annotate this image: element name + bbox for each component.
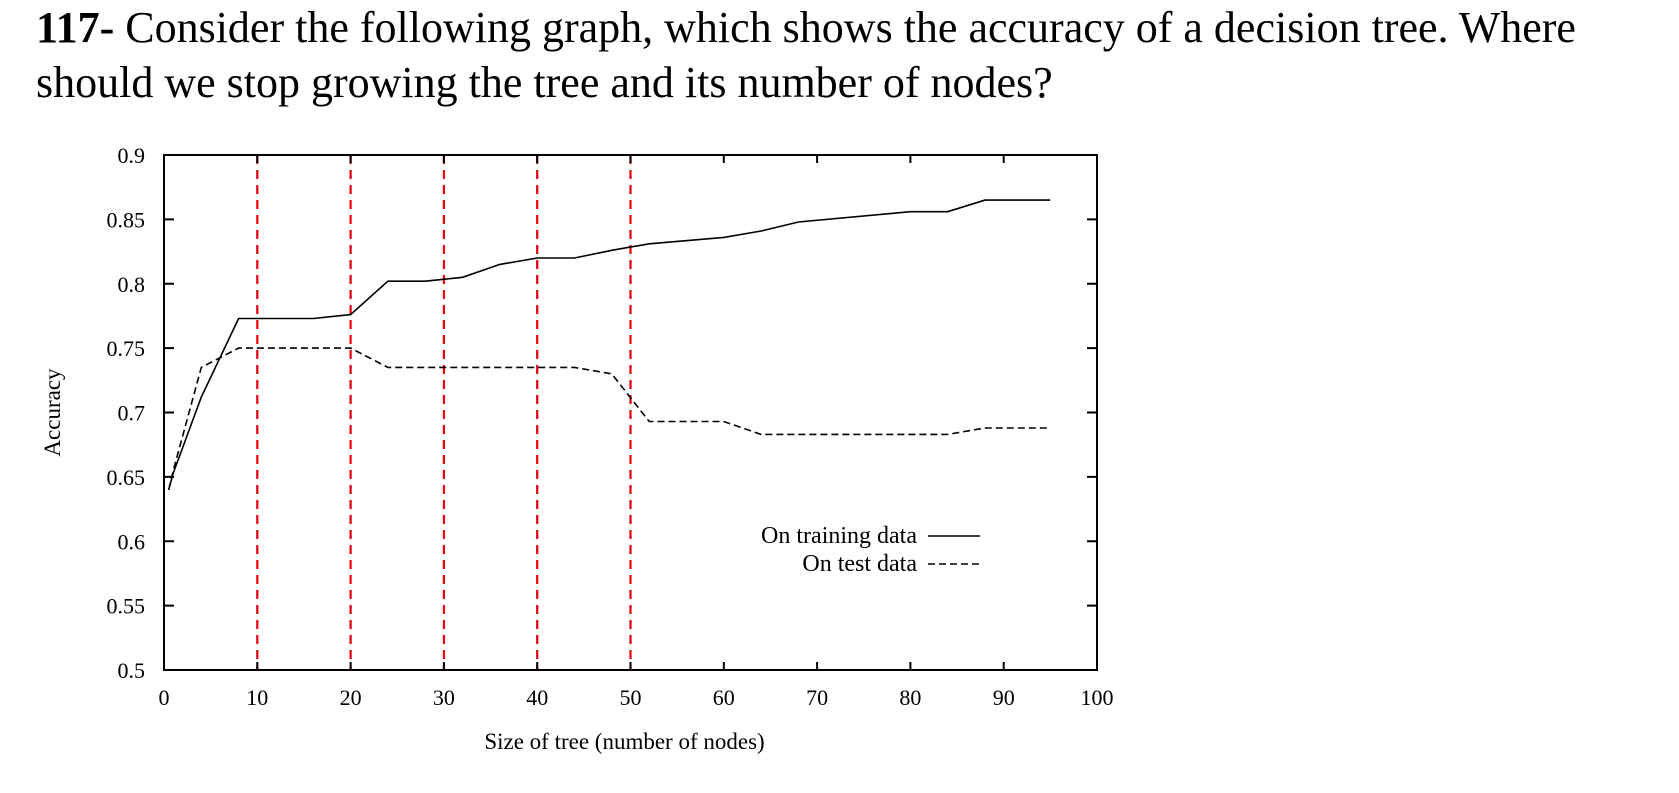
- x-tick-label: 20: [340, 685, 362, 710]
- y-tick-label: 0.6: [118, 529, 146, 554]
- y-tick-label: 0.75: [107, 336, 146, 361]
- question-number: 117-: [36, 3, 115, 52]
- ticks-layer: [163, 154, 1098, 671]
- y-tick-label: 0.8: [118, 272, 146, 297]
- series-line-test: [167, 347, 1051, 490]
- reference-lines: [256, 155, 632, 670]
- question-text: 117- Consider the following graph, which…: [36, 0, 1656, 110]
- series-line-training: [167, 199, 1051, 491]
- x-tick-label: 60: [713, 685, 735, 710]
- y-axis-label: Accuracy: [40, 368, 65, 457]
- y-tick-label: 0.7: [118, 401, 146, 426]
- x-tick-label: 50: [620, 685, 642, 710]
- y-tick-label: 0.65: [107, 465, 146, 490]
- x-tick-label: 0: [159, 685, 170, 710]
- series-layer: [167, 199, 1051, 491]
- y-tick-label: 0.55: [107, 594, 146, 619]
- x-tick-label: 80: [899, 685, 921, 710]
- tick-labels: 0 10 20 30 40 50 60 70 80 90 100 0.5 0.55 0.6 0.65 0.7 0…: [107, 143, 1114, 710]
- x-tick-label: 10: [246, 685, 268, 710]
- x-tick-label: 70: [806, 685, 828, 710]
- x-tick-label: 100: [1081, 685, 1114, 710]
- x-axis-label: Size of tree (number of nodes): [484, 729, 764, 754]
- y-tick-label: 0.9: [118, 143, 146, 168]
- x-tick-label: 30: [433, 685, 455, 710]
- x-tick-label: 40: [526, 685, 548, 710]
- legend-label: On test data: [802, 551, 917, 577]
- legend-label: On training data: [761, 523, 917, 549]
- question-body: Consider the following graph, which show…: [36, 3, 1576, 107]
- y-tick-label: 0.85: [107, 207, 146, 232]
- x-tick-label: 90: [993, 685, 1015, 710]
- y-tick-label: 0.5: [118, 658, 146, 683]
